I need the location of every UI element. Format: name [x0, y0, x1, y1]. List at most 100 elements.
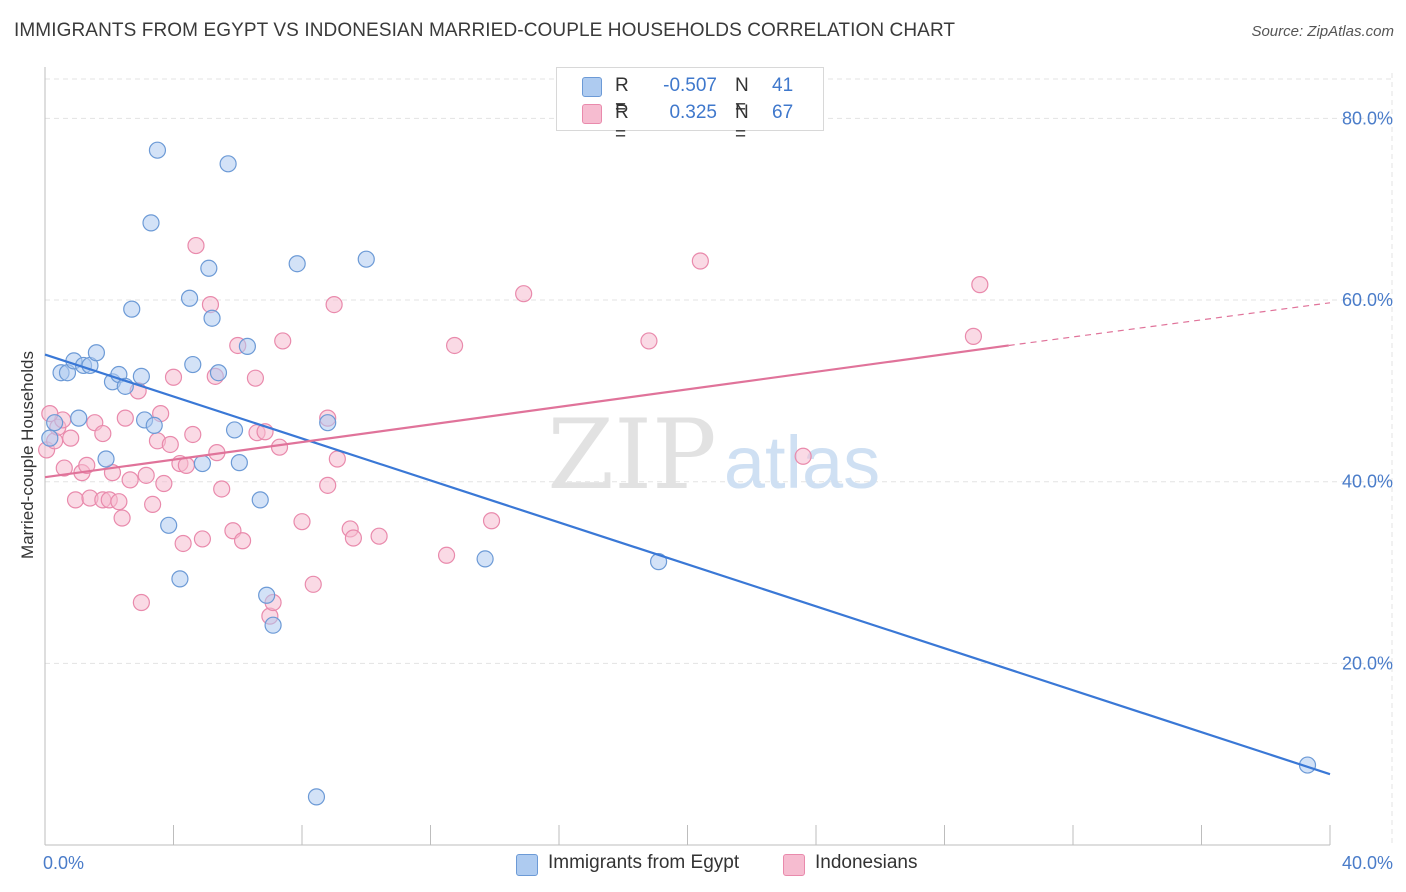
- indonesians-trend-line: [44, 344, 1009, 479]
- indonesians-swatch: [582, 104, 602, 124]
- egypt-legend-swatch: [516, 854, 538, 876]
- legend-r-label: R =: [615, 102, 629, 145]
- indonesians-point: [437, 546, 456, 564]
- indonesians-point: [794, 447, 812, 465]
- watermark: ZIP atlas: [547, 399, 880, 511]
- egypt-point: [307, 788, 326, 806]
- indonesians-point: [121, 471, 139, 489]
- indonesians-point: [66, 491, 85, 509]
- egypt-trend-line: [44, 353, 1331, 776]
- indonesians-point: [116, 409, 134, 427]
- egypt-point: [180, 289, 199, 307]
- egypt-point: [46, 414, 64, 432]
- y-tick-label: 80.0%: [1342, 108, 1393, 128]
- egypt-point: [209, 364, 228, 382]
- indonesians-point: [193, 530, 212, 548]
- legend-n-label: N =: [735, 75, 749, 118]
- x-tick-label: 0.0%: [43, 853, 84, 873]
- indonesians-point: [270, 438, 289, 456]
- egypt-point: [145, 416, 163, 434]
- legend-r-value: 0.325: [669, 102, 717, 123]
- indonesians-point: [110, 493, 128, 511]
- indonesians-points: [38, 236, 989, 625]
- egypt-point: [238, 337, 256, 355]
- egypt-legend-label: Immigrants from Egypt: [548, 852, 740, 873]
- egypt-point: [319, 414, 337, 432]
- indonesians-point: [691, 252, 709, 270]
- indonesians-point: [132, 593, 150, 612]
- egypt-point: [41, 429, 59, 447]
- indonesians-point: [328, 450, 346, 468]
- indonesians-point: [515, 285, 533, 303]
- egypt-point: [160, 516, 178, 534]
- indonesians-point: [174, 534, 192, 553]
- indonesians-point: [113, 509, 131, 527]
- indonesians-point: [155, 474, 173, 493]
- x-tick-labels: 0.0% 40.0%: [43, 853, 1393, 873]
- indonesians-point: [164, 368, 183, 386]
- egypt-point: [171, 570, 189, 588]
- legend-n-value: 41: [772, 75, 794, 96]
- egypt-point: [200, 259, 218, 277]
- egypt-point: [87, 344, 106, 362]
- egypt-point: [264, 616, 282, 634]
- egypt-point: [132, 367, 150, 385]
- egypt-point: [142, 214, 160, 232]
- trend-lines: [44, 302, 1331, 776]
- indonesians-point: [304, 575, 322, 593]
- egypt-point: [148, 141, 167, 159]
- egypt-swatch: [582, 77, 602, 97]
- chart-title: IMMIGRANTS FROM EGYPT VS INDONESIAN MARR…: [14, 20, 956, 41]
- indonesians-point: [213, 480, 231, 498]
- egypt-point: [203, 309, 221, 327]
- indonesians-point: [184, 425, 202, 444]
- indonesians-point: [344, 529, 362, 547]
- indonesians-point: [971, 276, 989, 294]
- indonesians-point: [144, 495, 162, 514]
- indonesians-point: [293, 513, 311, 531]
- indonesians-point: [445, 336, 464, 355]
- y-tick-labels: 20.0% 40.0% 60.0% 80.0%: [1342, 108, 1393, 673]
- egypt-point: [193, 454, 212, 473]
- egypt-point: [251, 491, 269, 509]
- indonesians-point: [94, 424, 112, 443]
- chart-source: Source: ZipAtlas.com: [1251, 23, 1394, 40]
- egypt-point: [225, 421, 244, 439]
- egypt-point: [288, 255, 306, 273]
- egypt-point: [70, 409, 88, 427]
- y-tick-label: 60.0%: [1342, 290, 1393, 310]
- y-tick-label: 40.0%: [1342, 472, 1393, 492]
- egypt-points: [41, 141, 1317, 806]
- indonesians-point: [78, 456, 96, 474]
- indonesians-point: [62, 429, 80, 447]
- indonesians-point: [319, 476, 337, 494]
- indonesians-point: [177, 456, 195, 474]
- axes: [44, 67, 1331, 846]
- indonesians-legend-label: Indonesians: [815, 852, 918, 873]
- indonesians-point: [325, 296, 343, 314]
- y-tick-label: 20.0%: [1342, 653, 1393, 673]
- egypt-point: [476, 550, 494, 568]
- indonesians-point: [137, 466, 155, 484]
- legend-n-value: 67: [772, 102, 794, 123]
- egypt-point: [230, 454, 248, 472]
- indonesians-point: [964, 327, 983, 345]
- legend-r-label: R =: [615, 75, 629, 118]
- watermark-zip: ZIP: [547, 399, 716, 511]
- egypt-point: [219, 155, 237, 173]
- indonesians-point: [246, 369, 265, 387]
- gridlines: [45, 73, 1393, 845]
- egypt-point: [184, 355, 202, 374]
- x-tick-label: 40.0%: [1342, 853, 1393, 873]
- indonesians-legend-swatch: [783, 854, 805, 876]
- indonesians-point: [274, 332, 292, 350]
- indonesians-trend-extension: [1008, 302, 1331, 347]
- egypt-point: [357, 250, 375, 268]
- indonesians-point: [370, 527, 388, 545]
- egypt-point: [649, 553, 668, 571]
- egypt-point: [97, 450, 115, 468]
- indonesians-point: [640, 332, 658, 350]
- legend-r-value: -0.507: [663, 75, 717, 96]
